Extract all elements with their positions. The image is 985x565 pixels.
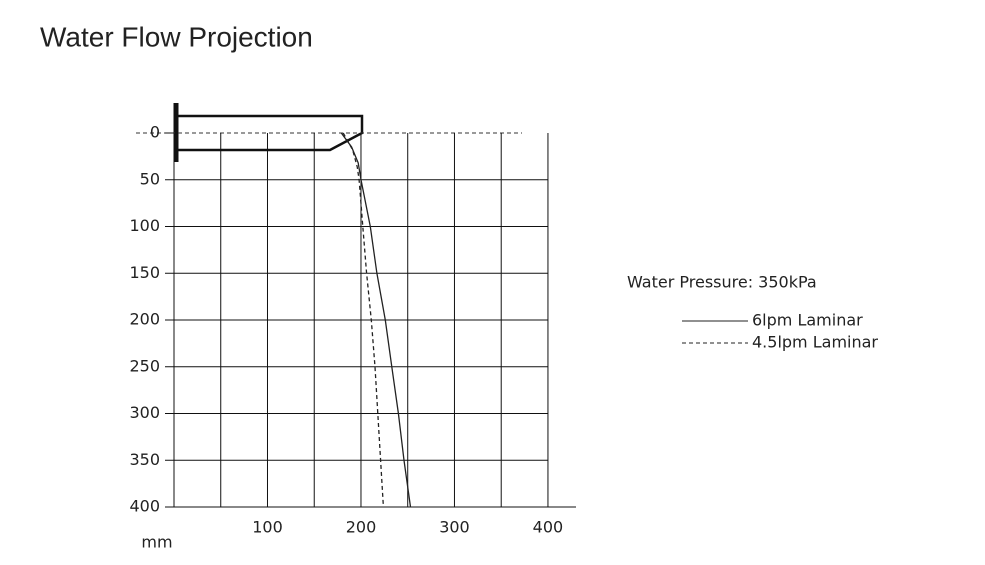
x-tick-label: 400 [533, 518, 564, 537]
y-axis-label: mm [141, 533, 172, 552]
y-tick-label: 100 [129, 216, 160, 235]
annotation: Water Pressure: 350kPa [627, 273, 817, 292]
y-tick-label: 350 [129, 450, 160, 469]
x-tick-label: 200 [346, 518, 377, 537]
legend-label: 4.5lpm Laminar [752, 333, 878, 352]
y-tick-label: 250 [129, 356, 160, 375]
legend-label: 6lpm Laminar [752, 311, 863, 330]
y-tick-label: 0 [150, 123, 160, 142]
flow-line [342, 132, 385, 508]
chart-title: Water Flow Projection [40, 21, 313, 52]
x-tick-label: 300 [439, 518, 470, 537]
y-tick-label: 150 [129, 263, 160, 282]
flow-line [340, 132, 412, 508]
y-tick-label: 200 [129, 310, 160, 329]
x-tick-label: 100 [252, 518, 283, 537]
y-tick-label: 400 [129, 497, 160, 516]
y-tick-label: 300 [129, 403, 160, 422]
y-tick-label: 50 [140, 169, 160, 188]
